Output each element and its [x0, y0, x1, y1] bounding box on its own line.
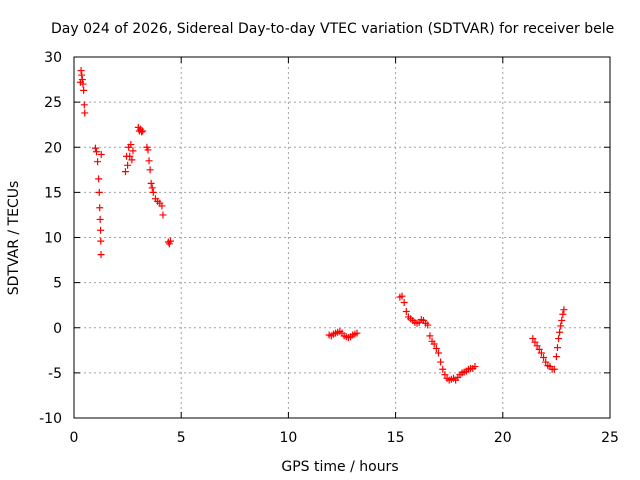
data-point: [558, 317, 566, 325]
data-point: [96, 204, 104, 212]
data-point: [550, 365, 558, 373]
data-point: [97, 226, 105, 234]
data-point: [535, 345, 543, 353]
data-point: [529, 335, 537, 343]
data-point: [121, 168, 129, 176]
chart-title: Day 024 of 2026, Sidereal Day-to-day VTE…: [51, 21, 614, 37]
data-point: [432, 345, 440, 353]
data-point: [79, 80, 87, 88]
data-point: [96, 215, 104, 223]
data-point: [533, 342, 541, 350]
data-point: [430, 340, 438, 348]
data-point: [94, 158, 102, 166]
data-point: [437, 358, 445, 366]
data-point: [147, 179, 155, 187]
x-axis-title: GPS time / hours: [281, 459, 398, 475]
data-point: [124, 161, 132, 169]
x-tick-label: 25: [601, 430, 619, 446]
y-tick-label: 25: [44, 95, 62, 111]
y-tick-label: 15: [44, 185, 62, 201]
data-point: [552, 353, 560, 361]
x-tick-label: 0: [70, 430, 79, 446]
data-point: [560, 306, 568, 314]
data-point: [398, 292, 406, 300]
y-tick-label: 20: [44, 140, 62, 156]
y-tick-label: 30: [44, 50, 62, 66]
data-point: [557, 322, 565, 330]
data-point: [126, 152, 134, 160]
grid-lines: [74, 57, 610, 418]
data-point: [144, 146, 152, 154]
data-point: [145, 157, 153, 165]
data-point: [97, 251, 105, 259]
data-point: [555, 335, 563, 343]
data-point: [540, 354, 548, 362]
y-axis-title: SDTVAR / TECUs: [6, 181, 22, 296]
y-tick-label: -10: [39, 411, 62, 427]
data-point: [149, 188, 157, 196]
data-point: [95, 175, 103, 183]
data-point: [77, 67, 85, 75]
x-tick-label: 5: [177, 430, 186, 446]
data-point: [93, 148, 101, 156]
data-point: [542, 358, 550, 366]
data-point: [80, 86, 88, 94]
data-point: [471, 363, 479, 371]
data-point: [95, 188, 103, 196]
data-point: [441, 371, 449, 379]
x-tick-label: 10: [279, 430, 297, 446]
data-point: [424, 321, 432, 329]
data-point: [556, 328, 564, 336]
data-point: [426, 332, 434, 340]
data-point: [400, 298, 408, 306]
data-point: [353, 329, 361, 337]
data-points: [76, 67, 568, 384]
data-point: [97, 150, 105, 158]
data-point: [81, 109, 89, 117]
data-point: [97, 237, 105, 245]
data-point: [138, 128, 146, 136]
y-tick-label: 10: [44, 231, 62, 247]
y-tick-label: 0: [53, 321, 62, 337]
data-point: [559, 310, 567, 318]
data-point: [434, 349, 442, 357]
data-point: [531, 338, 539, 346]
data-point: [129, 147, 137, 155]
data-point: [159, 211, 167, 219]
data-point: [166, 237, 174, 245]
axis-ticks: 0 5 10 15 20 25 -10 -5 0 5 10 15 20 25 30: [39, 50, 619, 446]
y-tick-label: -5: [48, 366, 62, 382]
x-tick-label: 20: [494, 430, 512, 446]
data-point: [139, 127, 147, 135]
x-tick-label: 15: [387, 430, 405, 446]
data-point: [128, 156, 136, 164]
data-point: [78, 76, 86, 84]
data-point: [553, 344, 561, 352]
data-point: [148, 184, 156, 192]
data-point: [402, 308, 410, 316]
data-point: [158, 202, 166, 210]
y-tick-label: 5: [53, 276, 62, 292]
data-point: [146, 166, 154, 174]
data-point: [537, 349, 545, 357]
data-point: [80, 101, 88, 109]
data-point: [127, 141, 135, 149]
data-point: [78, 71, 86, 79]
data-point: [439, 365, 447, 373]
data-point: [91, 144, 99, 152]
